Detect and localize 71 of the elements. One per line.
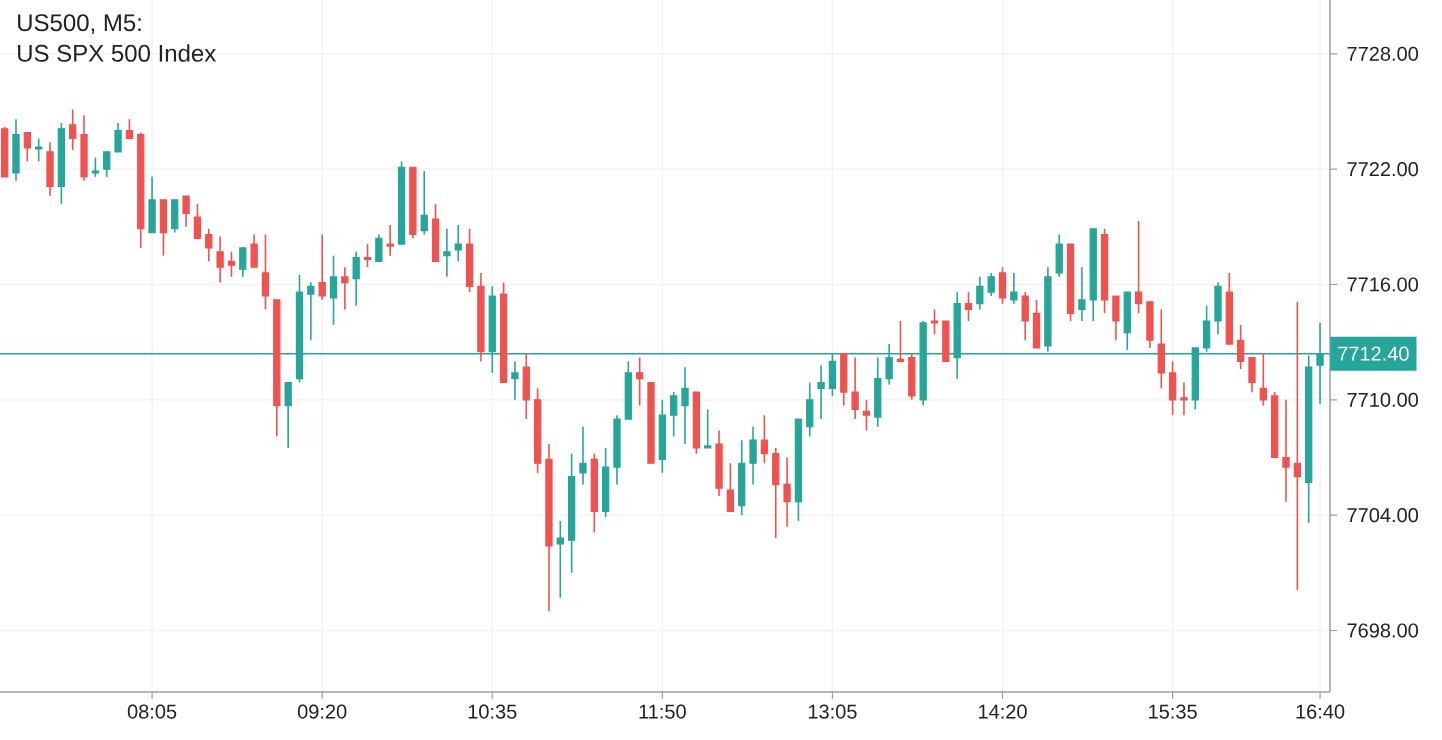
- candlestick: [261, 233, 270, 311]
- candlestick: [704, 408, 712, 449]
- candlestick: [103, 151, 111, 178]
- candlestick: [1078, 266, 1086, 322]
- candlestick: [1259, 352, 1267, 407]
- candlestick: [670, 391, 678, 438]
- candlestick: [681, 366, 689, 445]
- candlestick: [375, 233, 383, 263]
- candlestick: [284, 381, 292, 449]
- candlestick: [817, 364, 825, 420]
- candlestick: [352, 251, 360, 307]
- candlestick: [851, 356, 859, 420]
- candlestick: [239, 247, 247, 278]
- candlestick: [760, 414, 769, 465]
- candlestick: [930, 308, 939, 336]
- candlestick: [726, 462, 735, 513]
- y-tick-label: 7716.00: [1347, 277, 1419, 292]
- candlestick: [341, 266, 349, 311]
- candlestick: [420, 170, 428, 236]
- candlestick: [1180, 381, 1188, 416]
- text: US500, M5:: [18, 14, 141, 35]
- candlestick: [783, 456, 791, 528]
- candlestick: [976, 276, 984, 311]
- text: US SPX 500 Index: [18, 44, 217, 62]
- candlestick: [216, 235, 224, 284]
- candlestick: [454, 224, 462, 263]
- candlestick: [443, 227, 451, 278]
- x-tick-label: 14:20: [979, 704, 1027, 719]
- candlestick: [69, 108, 77, 151]
- candlestick: [556, 520, 564, 599]
- candlestick: [318, 233, 326, 301]
- y-tick-label: 7710.00: [1347, 392, 1419, 407]
- candlestick: [636, 356, 644, 407]
- candlestick: [1010, 272, 1018, 305]
- candlestick: [35, 137, 43, 163]
- candlestick: [114, 122, 122, 153]
- x-tick-label: 11:50: [639, 704, 686, 719]
- candlestick: [205, 227, 213, 263]
- candlestick: [23, 131, 32, 163]
- x-tick-label: 08:05: [127, 704, 177, 719]
- candlestick: [125, 118, 134, 140]
- x-tick-label: 16:40: [1296, 704, 1345, 719]
- x-tick-label: 09:20: [297, 704, 347, 719]
- candlestick: [1236, 324, 1245, 370]
- candlestick: [227, 251, 236, 278]
- x-tick-label: 10:35: [468, 704, 517, 719]
- candlestick: [182, 195, 190, 228]
- y-tick-label: 7698.00: [1347, 623, 1419, 638]
- candlestick: [579, 425, 587, 486]
- candlestick: [964, 291, 973, 322]
- candlestick: [749, 425, 757, 486]
- candlestick: [1293, 300, 1302, 591]
- candlestick: [307, 281, 315, 342]
- candlestick: [1282, 399, 1290, 503]
- candlestick: [250, 233, 258, 268]
- x-tick-label: 15:35: [1149, 704, 1197, 719]
- candlestick: [862, 399, 871, 432]
- candlestick: [896, 320, 905, 363]
- candlestick: [91, 156, 100, 178]
- y-tick-label: 7704.00: [1347, 508, 1419, 523]
- candlestick: [511, 360, 519, 401]
- y-tick-label: 7722.00: [1347, 162, 1419, 177]
- ref-line-label: 7712.40: [1338, 346, 1409, 361]
- candlestick: [363, 243, 372, 268]
- candlestick: [193, 202, 202, 240]
- y-tick-label: 7728.00: [1347, 46, 1419, 61]
- x-tick-label: 13:05: [808, 704, 857, 719]
- candlestick: [329, 254, 338, 326]
- candlestick: [1134, 220, 1143, 315]
- candlestick: [386, 224, 394, 257]
- candlestick: [987, 272, 995, 297]
